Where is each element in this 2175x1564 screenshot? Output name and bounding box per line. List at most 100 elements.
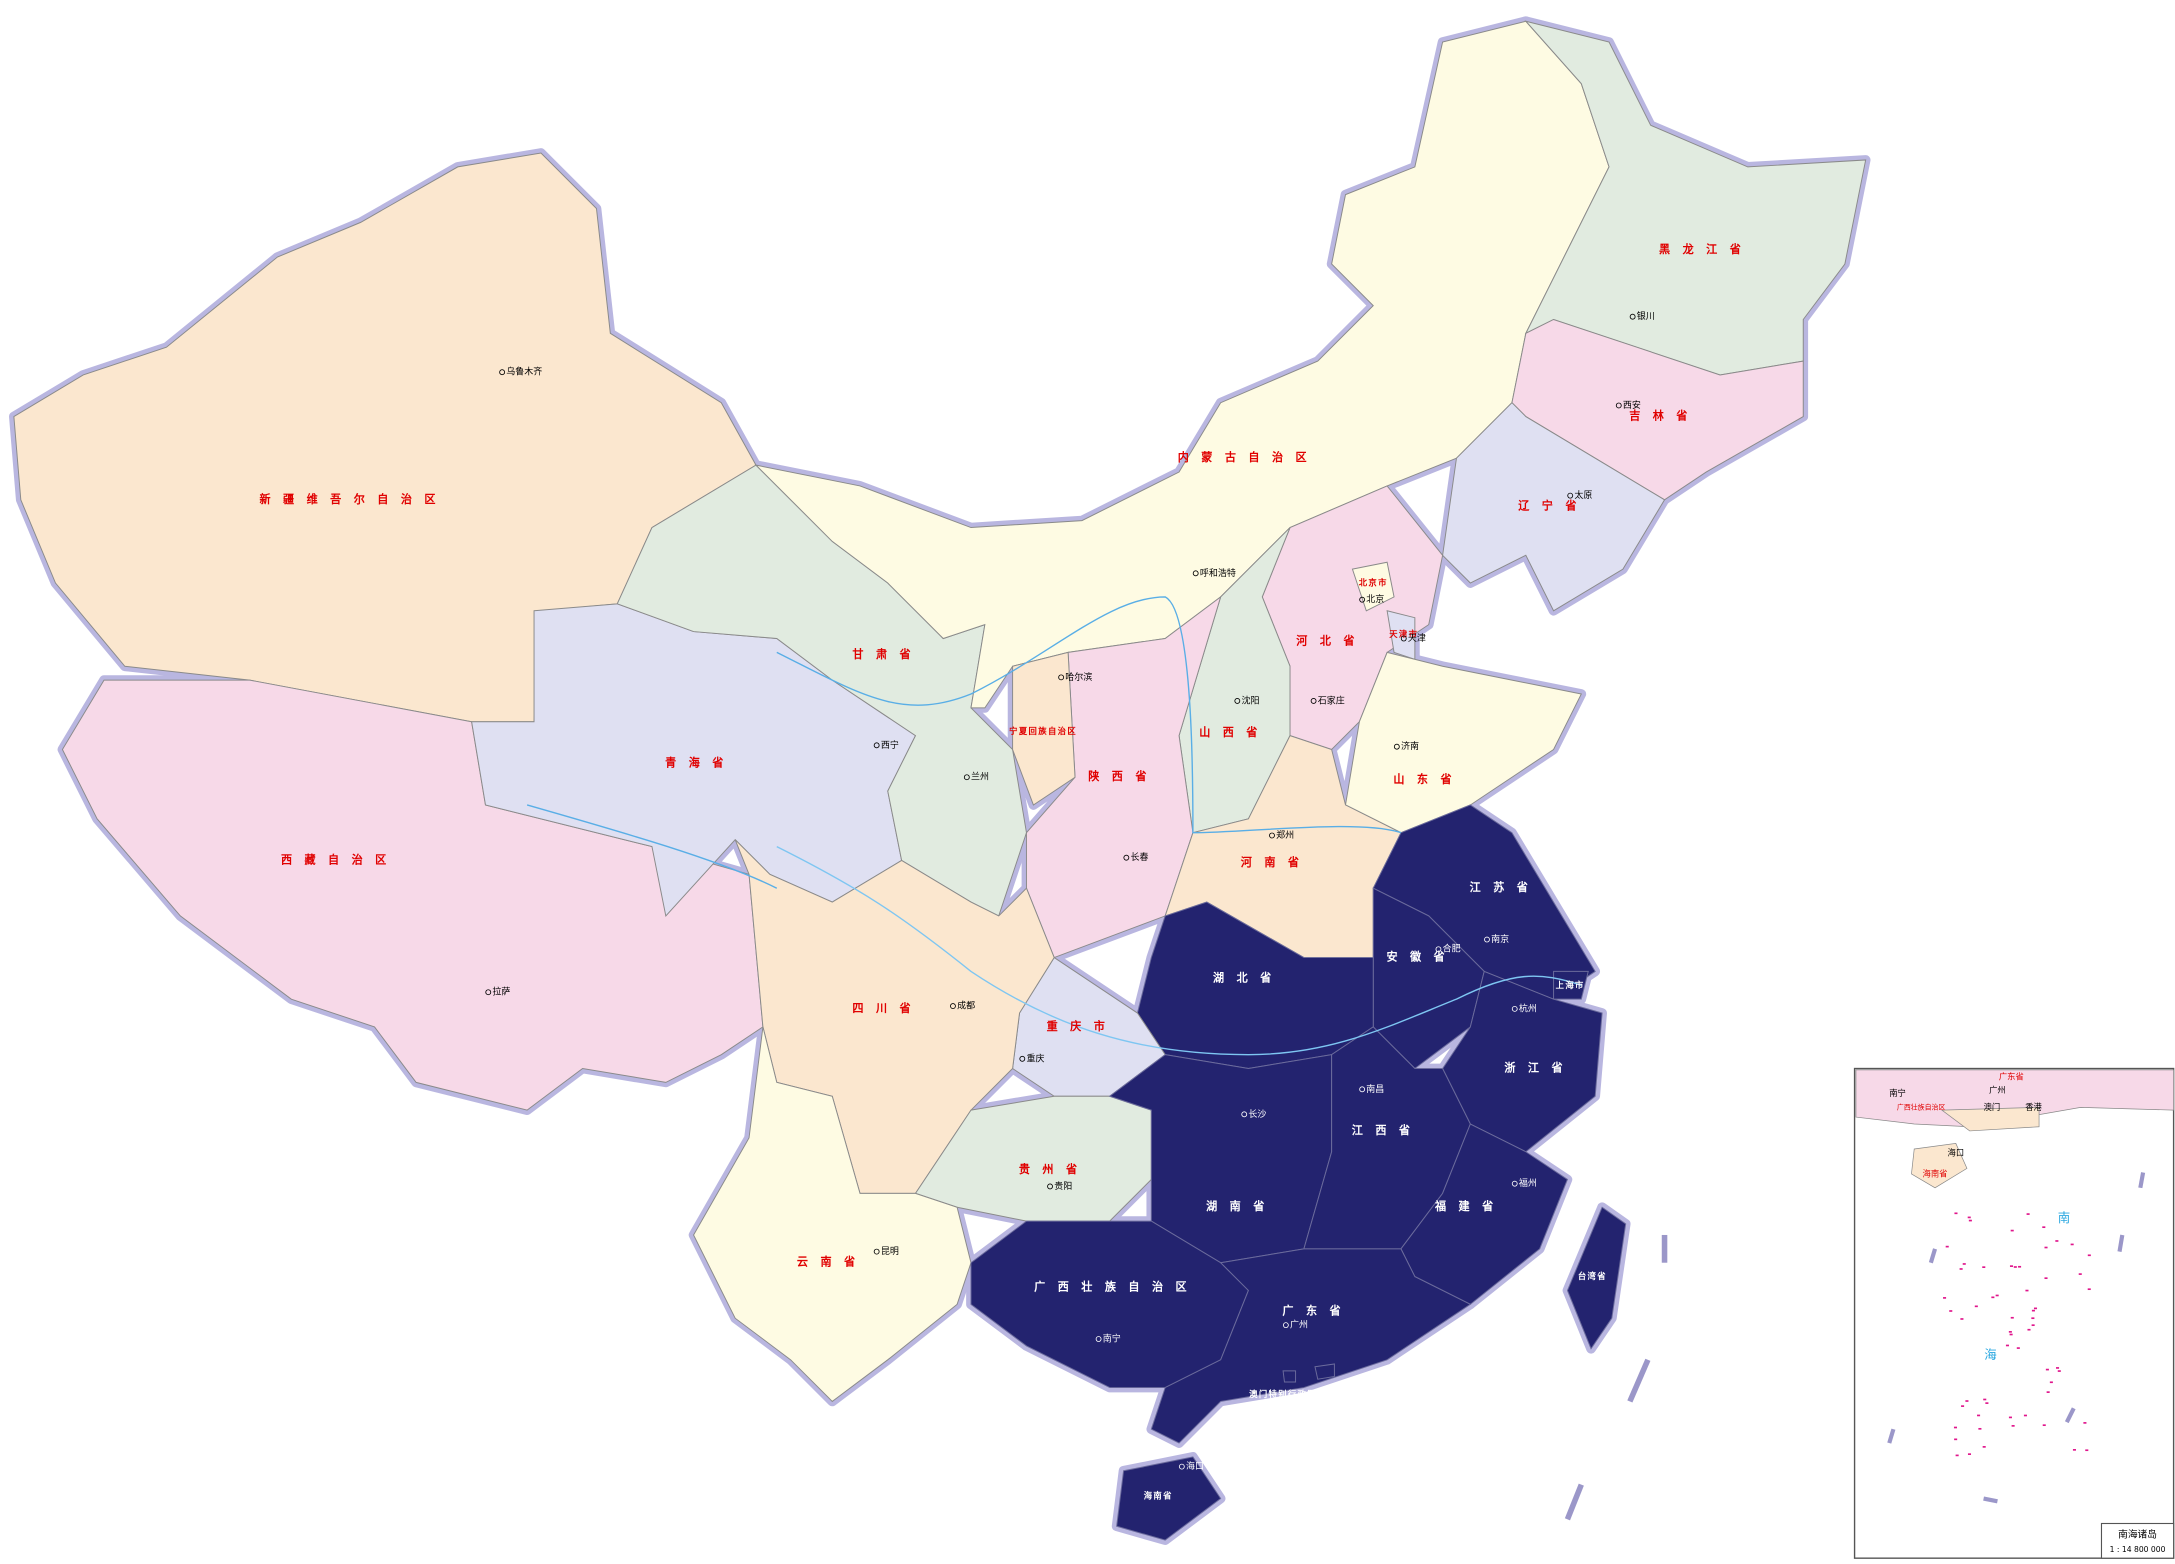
island: [2011, 1425, 2015, 1427]
inset-label: 海口: [1948, 1148, 1965, 1158]
province-name: 云南省: [797, 1255, 868, 1269]
province-name: 黑龙江省: [1659, 242, 1753, 256]
island: [1982, 1266, 1986, 1268]
province-name: 山西省: [1199, 725, 1270, 739]
capital-name: 广州: [1290, 1319, 1308, 1331]
capital-name: 北京: [1366, 593, 1384, 605]
island: [1954, 1212, 1958, 1215]
island: [1954, 1438, 1958, 1441]
province-name: 湖北省: [1213, 970, 1284, 984]
province: [693, 1026, 972, 1403]
province-name: 福建省: [1434, 1199, 1506, 1213]
island: [1960, 1318, 1964, 1320]
capital-name: 郑州: [1276, 829, 1294, 841]
inset-label: 海: [1984, 1347, 1996, 1362]
inset-scale: 1 : 14 800 000: [2110, 1545, 2166, 1554]
capital-name: 昆明: [881, 1246, 899, 1257]
province-name: 江苏省: [1470, 880, 1541, 894]
capital-name: 太原: [1574, 489, 1592, 501]
capital-marker: [1058, 674, 1065, 681]
dash: [1564, 1483, 1584, 1521]
capital-name: 海口: [1186, 1460, 1204, 1472]
island: [1978, 1427, 1982, 1430]
island: [1965, 1400, 1969, 1402]
capital-marker: [1393, 743, 1400, 750]
province-name: 重庆市: [1047, 1019, 1118, 1033]
island: [1991, 1296, 1995, 1299]
island: [2031, 1309, 2035, 1312]
province-name: 宁夏回族自治区: [1009, 726, 1077, 736]
province-name: 海南省: [1144, 1490, 1173, 1500]
capital-marker: [1192, 570, 1199, 577]
island: [2023, 1414, 2027, 1417]
inset-label: 广东省: [1999, 1071, 2024, 1081]
province: [1012, 651, 1076, 806]
island: [2009, 1265, 2014, 1267]
boundary-dashes: [1887, 1172, 2146, 1504]
inset-land: [1940, 1107, 2040, 1132]
capital-marker: [1400, 635, 1407, 642]
capital-marker: [1359, 596, 1366, 603]
capital-marker: [1234, 698, 1241, 704]
island: [2046, 1391, 2050, 1393]
inset-label: 澳门: [1984, 1102, 2001, 1112]
river: [526, 804, 778, 889]
capital-marker: [1019, 1055, 1026, 1062]
capital-name: 南昌: [1366, 1083, 1384, 1095]
island: [2016, 1347, 2020, 1349]
island: [2008, 1416, 2012, 1419]
dash: [2064, 1407, 2076, 1424]
island: [2031, 1317, 2035, 1320]
dash: [1983, 1496, 1998, 1504]
capital-name: 沈阳: [1241, 694, 1259, 706]
province-name: 山东省: [1393, 772, 1464, 786]
inset-label: 广西壮族自治区: [1897, 1102, 1946, 1111]
capital-marker: [873, 1248, 880, 1255]
capital-name: 哈尔滨: [1065, 671, 1092, 683]
river: [776, 596, 1402, 834]
province-name: 天津市: [1389, 629, 1418, 639]
province: [1553, 970, 1589, 1000]
island: [2056, 1367, 2060, 1369]
capital-name: 合肥: [1443, 943, 1461, 955]
island: [1995, 1294, 1999, 1297]
island: [2033, 1307, 2038, 1310]
capital-marker: [963, 774, 970, 781]
capital-marker: [1269, 832, 1275, 839]
province-name: 吉林省: [1629, 409, 1700, 423]
rivers: [526, 596, 1582, 1056]
island: [1949, 1310, 1953, 1312]
inset-label: 南: [2058, 1210, 2070, 1225]
province: [1282, 1370, 1297, 1383]
island: [2045, 1368, 2049, 1371]
capital-marker: [1241, 1111, 1248, 1118]
capital-marker: [1511, 1005, 1518, 1012]
island: [2027, 1328, 2031, 1331]
province-name: 辽宁省: [1518, 499, 1589, 513]
inset-label: 香港: [2025, 1102, 2042, 1112]
province-name: 湖南省: [1206, 1199, 1277, 1213]
island: [1953, 1426, 1958, 1429]
inset-title: 南海诸岛: [2118, 1528, 2157, 1541]
capital-name: 杭州: [1519, 1002, 1537, 1014]
capital-name: 兰州: [971, 771, 989, 783]
capital-marker: [499, 369, 506, 376]
island: [2044, 1246, 2048, 1249]
island: [2010, 1229, 2014, 1232]
province-name: 广西壮族自治区: [1034, 1280, 1199, 1294]
capital-name: 银川: [1637, 310, 1655, 322]
capital-name: 济南: [1401, 740, 1419, 752]
island: [1967, 1216, 1971, 1219]
island: [2044, 1277, 2048, 1280]
capital-name: 贵阳: [1054, 1180, 1072, 1192]
island: [2057, 1370, 2061, 1372]
capital-name: 重庆: [1026, 1052, 1044, 1064]
province-name: 新疆维吾尔自治区: [259, 492, 448, 506]
province-name: 安徽省: [1386, 950, 1457, 964]
capital-marker: [1310, 698, 1317, 704]
province-name: 香港特别行政区: [1317, 1389, 1386, 1399]
island: [2078, 1273, 2082, 1275]
island: [2010, 1316, 2014, 1319]
